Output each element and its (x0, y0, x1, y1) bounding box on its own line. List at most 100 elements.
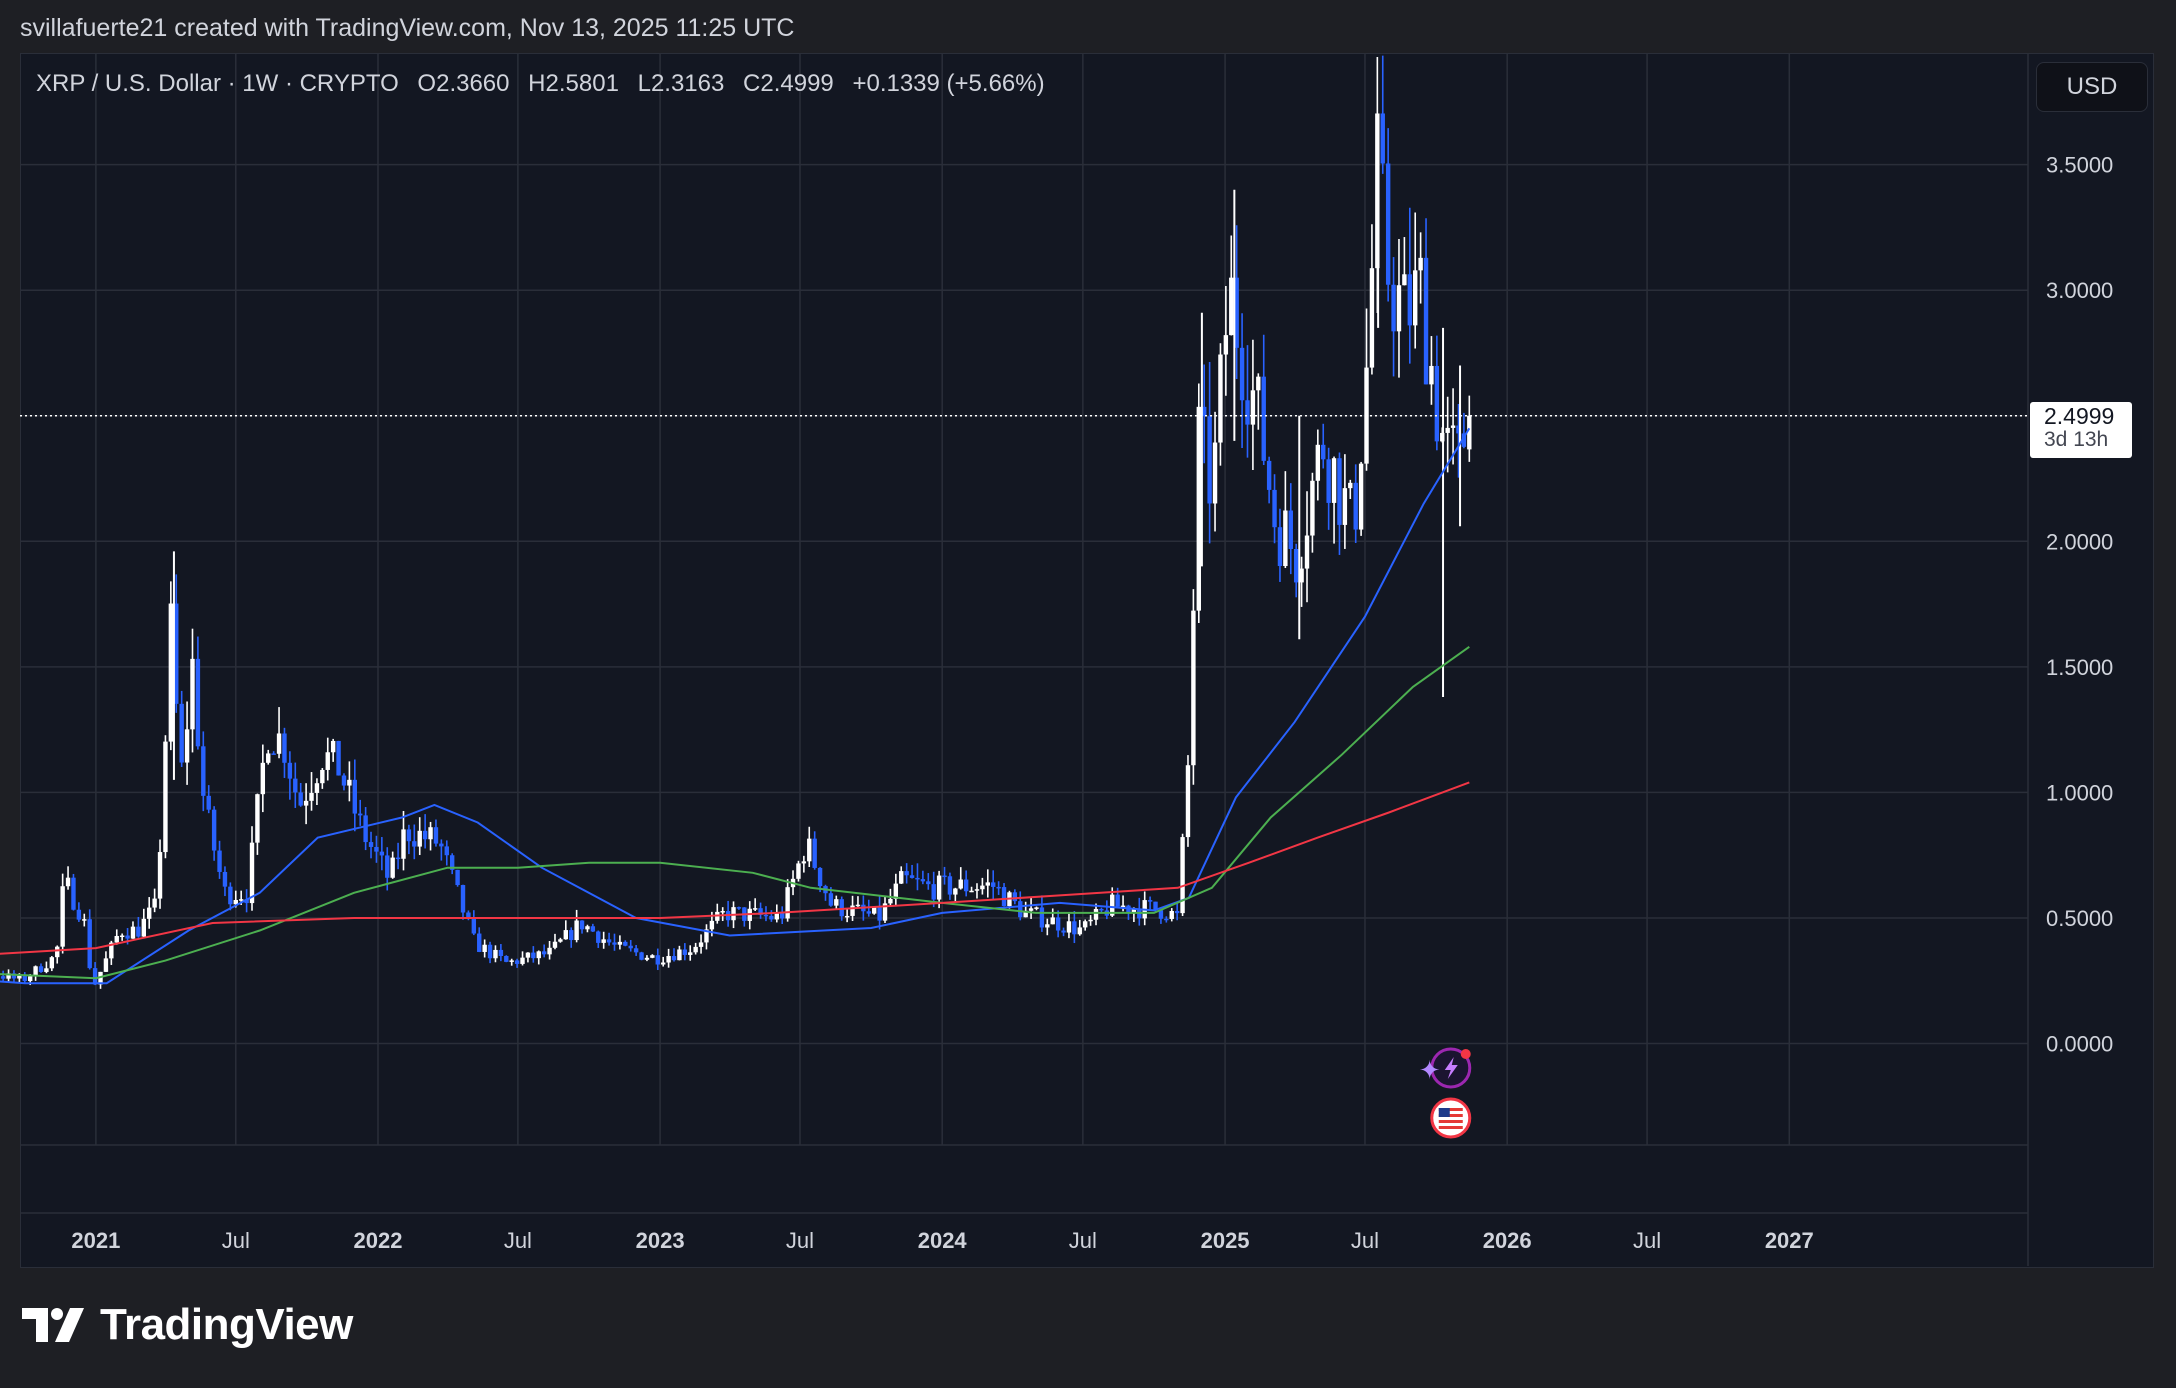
candle-body (119, 935, 125, 938)
candle-body (1158, 910, 1164, 919)
candle-body (368, 842, 374, 847)
candle-body (471, 918, 477, 934)
candle-body (282, 733, 287, 763)
candle-body (893, 883, 899, 899)
candle-body (1245, 400, 1250, 425)
tradingview-brand[interactable]: TradingView (22, 1300, 353, 1350)
y-tick-label: 0.5000 (2046, 906, 2113, 931)
x-tick-label: Jul (1351, 1228, 1379, 1253)
candle-body (55, 946, 60, 958)
candle-body (942, 875, 947, 878)
candle-body (422, 830, 428, 840)
candle-body (1050, 917, 1055, 925)
candle-body (1402, 274, 1407, 286)
candle-body (1207, 416, 1212, 504)
currency-button[interactable]: USD (2036, 62, 2148, 112)
candle-body (487, 944, 493, 959)
candle-body (1039, 907, 1045, 928)
candle-body (866, 911, 871, 914)
candle-body (1396, 285, 1402, 332)
candle-body (1342, 488, 1348, 525)
candle-body (882, 903, 888, 921)
candle-body (1212, 442, 1218, 504)
bar-countdown: 3d 13h (2044, 428, 2109, 451)
candle-body (325, 752, 330, 770)
candle-body (704, 929, 709, 943)
candle-body (596, 931, 601, 943)
candle-body (1055, 917, 1061, 931)
candle-body (1266, 460, 1272, 490)
candle-body (76, 909, 82, 920)
candle-body (1315, 444, 1321, 481)
candle-body (1023, 910, 1028, 918)
x-tick-label: Jul (1069, 1228, 1097, 1253)
moving-average-line-2 (0, 645, 1470, 980)
candle-body (1061, 930, 1066, 933)
candle-body (1407, 274, 1413, 326)
candle-body (563, 930, 568, 940)
us-flag-event-icon[interactable] (1430, 1097, 1472, 1139)
candle-body (1196, 406, 1202, 611)
candle-body (1147, 900, 1153, 902)
candle-body (406, 829, 412, 842)
candle-body (163, 741, 168, 853)
candle-body (395, 857, 401, 860)
candle-body (1082, 921, 1088, 928)
candle-body (1045, 924, 1050, 928)
candle-body (807, 838, 812, 862)
candle-body (87, 919, 92, 969)
candle-body (839, 899, 844, 917)
candle-body (1348, 482, 1353, 489)
candle-body (623, 941, 628, 946)
candle-body (612, 942, 617, 945)
candle-body (1077, 927, 1082, 935)
candle-body (1223, 335, 1229, 355)
candle-body (915, 877, 920, 880)
candle-body (428, 827, 433, 840)
candle-body (222, 871, 228, 887)
candle-body (720, 911, 725, 913)
lightning-event-icon[interactable]: ✦ (1419, 1047, 1472, 1089)
legend-symbol[interactable]: XRP / U.S. Dollar · 1W · CRYPTO (36, 70, 399, 97)
candle-body (780, 913, 785, 919)
candle-body (390, 857, 395, 878)
candle-body (899, 871, 904, 884)
candle-body (206, 795, 211, 810)
candle-body (817, 867, 823, 887)
candle-body (255, 794, 260, 843)
candle-body (238, 899, 244, 901)
candle-body (904, 871, 909, 876)
candle-body (801, 861, 807, 864)
candle-body (569, 930, 574, 941)
y-tick-label: 2.0000 (2046, 529, 2113, 554)
candle-body (1304, 535, 1310, 569)
candle-body (1353, 482, 1358, 530)
candle-body (953, 888, 958, 895)
candle-body (98, 971, 103, 985)
candle-body (1180, 837, 1185, 914)
candle-body (525, 952, 531, 958)
candle-body (293, 778, 298, 793)
legend-open: O2.3660 (417, 70, 510, 97)
candle-body (190, 658, 195, 730)
candle-body (298, 792, 303, 806)
candle-body (633, 948, 639, 953)
candle-body (374, 846, 379, 852)
candle-body (17, 975, 22, 979)
symbol-legend[interactable]: XRP / U.S. Dollar · 1W · CRYPTO O2.3660 … (36, 70, 1057, 98)
candle-body (828, 893, 834, 906)
candle-body (71, 877, 76, 910)
tradingview-logo-icon (22, 1308, 84, 1342)
candle-body (244, 899, 249, 904)
candle-body (871, 906, 877, 914)
candle-body (985, 882, 991, 886)
candle-body (552, 941, 558, 948)
candle-body (1093, 908, 1099, 920)
candle-body (439, 843, 444, 847)
chart-panel[interactable] (20, 53, 2154, 1268)
candle-body (1066, 921, 1072, 933)
candle-body (677, 949, 682, 961)
candle-body (201, 746, 206, 796)
candle-body (514, 960, 520, 964)
